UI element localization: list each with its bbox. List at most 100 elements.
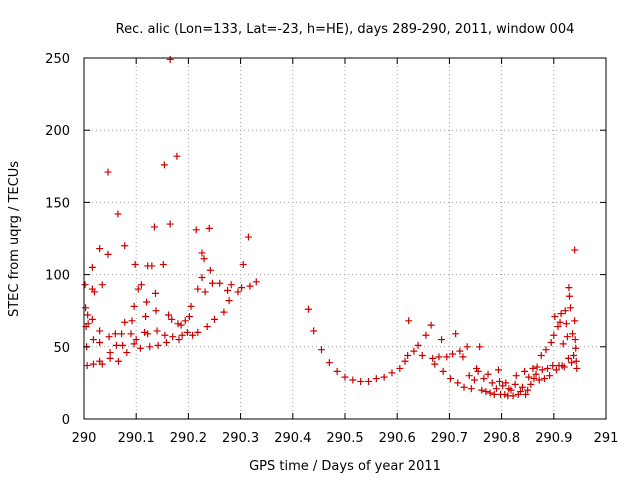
x-tick-label: 290.7 (431, 431, 468, 446)
data-point-marker (252, 278, 260, 286)
data-point-marker (220, 308, 228, 316)
data-point-marker (380, 373, 388, 381)
data-point-marker (174, 320, 182, 328)
data-point-marker (152, 289, 160, 297)
data-point-marker (84, 311, 92, 319)
data-point-marker (431, 360, 439, 368)
data-point-marker (96, 338, 104, 346)
x-tick-label: 290.2 (170, 431, 207, 446)
data-point-marker (153, 327, 161, 335)
data-point-marker (121, 318, 129, 326)
data-point-marker (511, 380, 519, 388)
data-point-marker (486, 389, 494, 397)
data-point-marker (546, 372, 554, 380)
data-point-marker (552, 366, 560, 374)
data-point-marker (565, 284, 573, 292)
x-tick-label: 290.4 (274, 431, 311, 446)
data-point-marker (225, 297, 233, 305)
data-point-marker (206, 266, 214, 274)
data-point-marker (137, 281, 145, 289)
data-point-marker (161, 331, 169, 339)
data-point-marker (404, 351, 412, 359)
x-tick-label: 290.6 (379, 431, 416, 446)
data-point-marker (435, 353, 443, 361)
data-point-marker (105, 333, 113, 341)
data-point-marker (88, 263, 96, 271)
data-point-marker (104, 168, 112, 176)
data-point-marker (521, 367, 529, 375)
data-point-marker (244, 233, 252, 241)
data-point-marker (88, 315, 96, 323)
data-point-marker (372, 375, 380, 383)
data-point-marker (318, 346, 326, 354)
data-point-marker (439, 367, 447, 375)
data-point-marker (131, 260, 139, 268)
axis-ticks (83, 57, 607, 420)
data-point-marker (560, 363, 568, 371)
data-point-marker (201, 288, 209, 296)
data-point-marker (183, 328, 191, 336)
data-point-marker (484, 370, 492, 378)
data-point-marker (465, 372, 473, 380)
data-point-marker (83, 362, 91, 370)
data-point-marker (570, 351, 578, 359)
data-point-marker (488, 379, 496, 387)
data-point-marker (565, 292, 573, 300)
data-point-marker (227, 281, 235, 289)
y-tick-label: 200 (45, 124, 70, 139)
data-point-marker (119, 341, 127, 349)
data-point-marker (456, 347, 464, 355)
data-point-marker (198, 249, 206, 257)
data-point-marker (554, 323, 562, 331)
data-point-marker (118, 330, 126, 338)
data-point-marker (571, 246, 579, 254)
data-point-marker (173, 152, 181, 160)
data-point-marker (532, 370, 540, 378)
data-point-marker (559, 340, 567, 348)
data-point-marker (132, 336, 140, 344)
data-point-marker (573, 364, 581, 372)
y-axis-label: STEC from uqrg / TECUs (7, 161, 22, 317)
x-tick-label: 290.3 (222, 431, 259, 446)
data-point-marker (537, 351, 545, 359)
data-point-marker (96, 327, 104, 335)
data-points (81, 55, 581, 400)
data-point-marker (490, 390, 498, 398)
data-point-marker (516, 388, 524, 396)
y-tick-label: 150 (45, 196, 70, 211)
data-point-marker (452, 330, 460, 338)
data-point-marker (547, 338, 555, 346)
data-point-marker (165, 311, 173, 319)
x-tick-label: 290.9 (535, 431, 572, 446)
data-point-marker (568, 359, 576, 367)
y-tick-label: 50 (53, 341, 70, 356)
data-point-marker (239, 260, 247, 268)
data-point-marker (410, 347, 418, 355)
data-point-marker (540, 375, 548, 383)
data-point-marker (527, 380, 535, 388)
y-tick-label: 100 (45, 269, 70, 284)
data-point-marker (480, 375, 488, 383)
data-point-marker (152, 307, 160, 315)
data-point-marker (557, 310, 565, 318)
data-point-marker (562, 320, 570, 328)
data-point-marker (388, 369, 396, 377)
data-point-marker (198, 273, 206, 281)
data-point-marker (405, 317, 413, 325)
data-point-marker (121, 242, 129, 250)
data-point-marker (556, 318, 564, 326)
data-point-marker (512, 372, 520, 380)
data-point-marker (325, 359, 333, 367)
data-point-marker (459, 353, 467, 361)
data-point-marker (130, 340, 138, 348)
data-point-marker (427, 321, 435, 329)
data-point-marker (150, 223, 158, 231)
data-point-marker (529, 364, 537, 372)
data-point-marker (467, 385, 475, 393)
data-point-marker (96, 245, 104, 253)
data-point-marker (364, 377, 372, 385)
data-point-marker (177, 321, 185, 329)
y-tick-labels: 0 50 100 150 200 250 (45, 52, 70, 428)
data-point-marker (449, 350, 457, 358)
